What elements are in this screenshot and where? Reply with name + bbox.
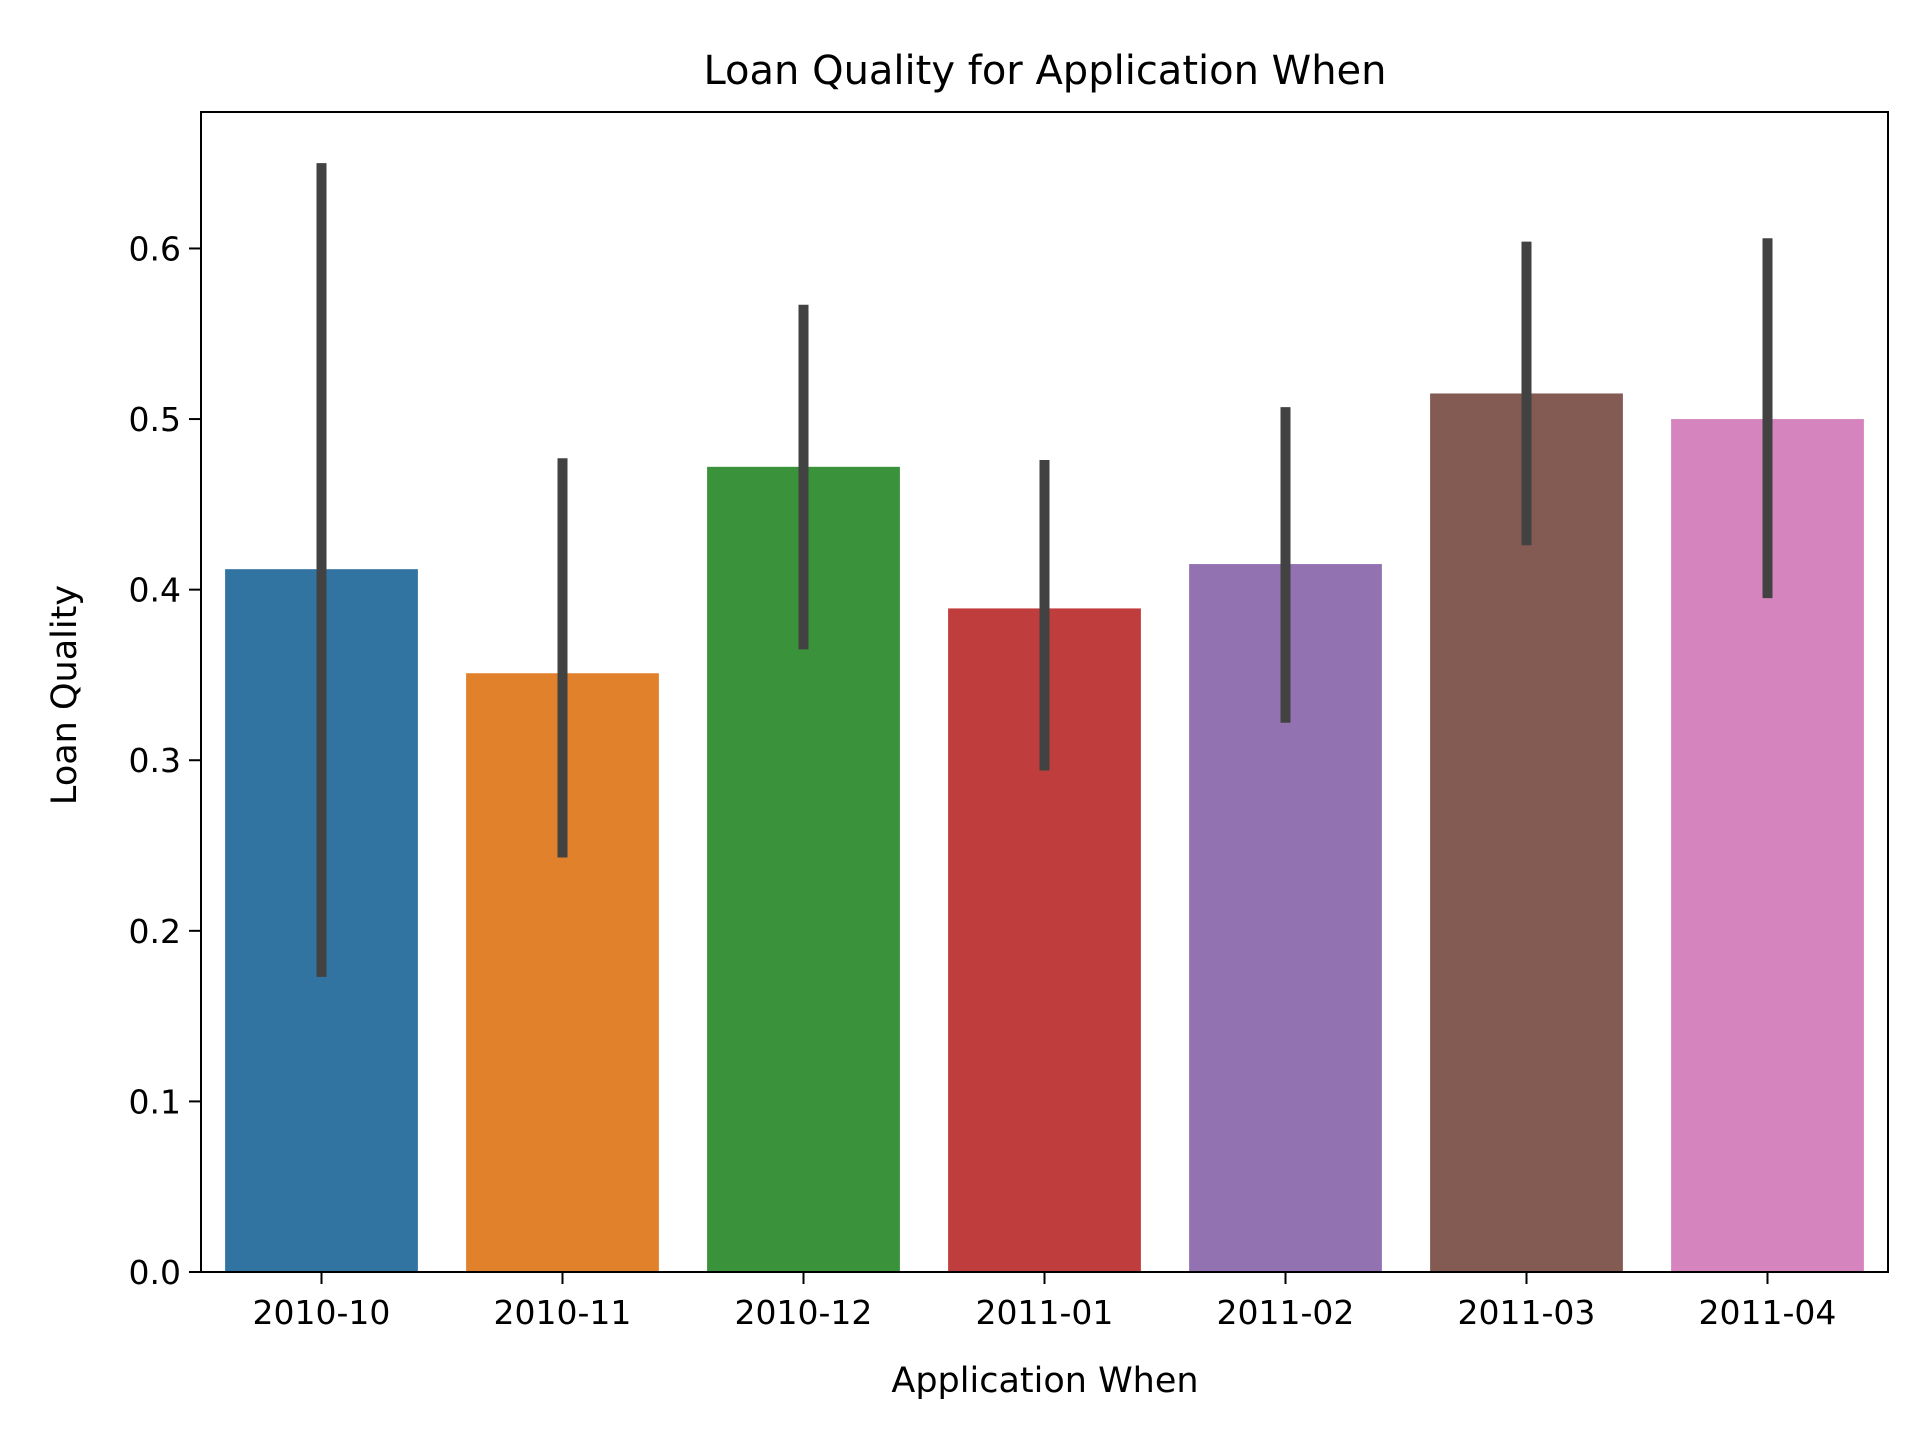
- y-axis-label: Loan Quality: [45, 585, 85, 805]
- x-tick-label: 2011-01: [976, 1293, 1114, 1332]
- y-tick-label: 0.1: [129, 1082, 181, 1121]
- x-tick-label: 2010-12: [735, 1293, 873, 1332]
- y-tick-label: 0.5: [129, 400, 181, 439]
- x-tick-label: 2011-03: [1458, 1293, 1596, 1332]
- y-tick-label: 0.6: [129, 229, 181, 268]
- x-axis-label: Application When: [891, 1361, 1198, 1401]
- y-tick-label: 0.2: [129, 912, 181, 951]
- x-tick-label: 2011-02: [1217, 1293, 1355, 1332]
- y-tick-label: 0.4: [129, 571, 181, 610]
- error-bars-layer: [316, 163, 1773, 977]
- y-tick-label: 0.0: [129, 1253, 181, 1292]
- axes-layer: 0.0 0.1 0.2 0.3 0.4 0.5 0.6 2010-10 2010-11 2010-…: [129, 111, 1889, 1332]
- x-tick-label: 2010-10: [253, 1293, 391, 1332]
- x-tick-label: 2011-04: [1699, 1293, 1837, 1332]
- y-tick-label: 0.3: [129, 741, 181, 780]
- chart-title: Loan Quality for Application When: [703, 48, 1386, 94]
- x-tick-label: 2010-11: [494, 1293, 632, 1332]
